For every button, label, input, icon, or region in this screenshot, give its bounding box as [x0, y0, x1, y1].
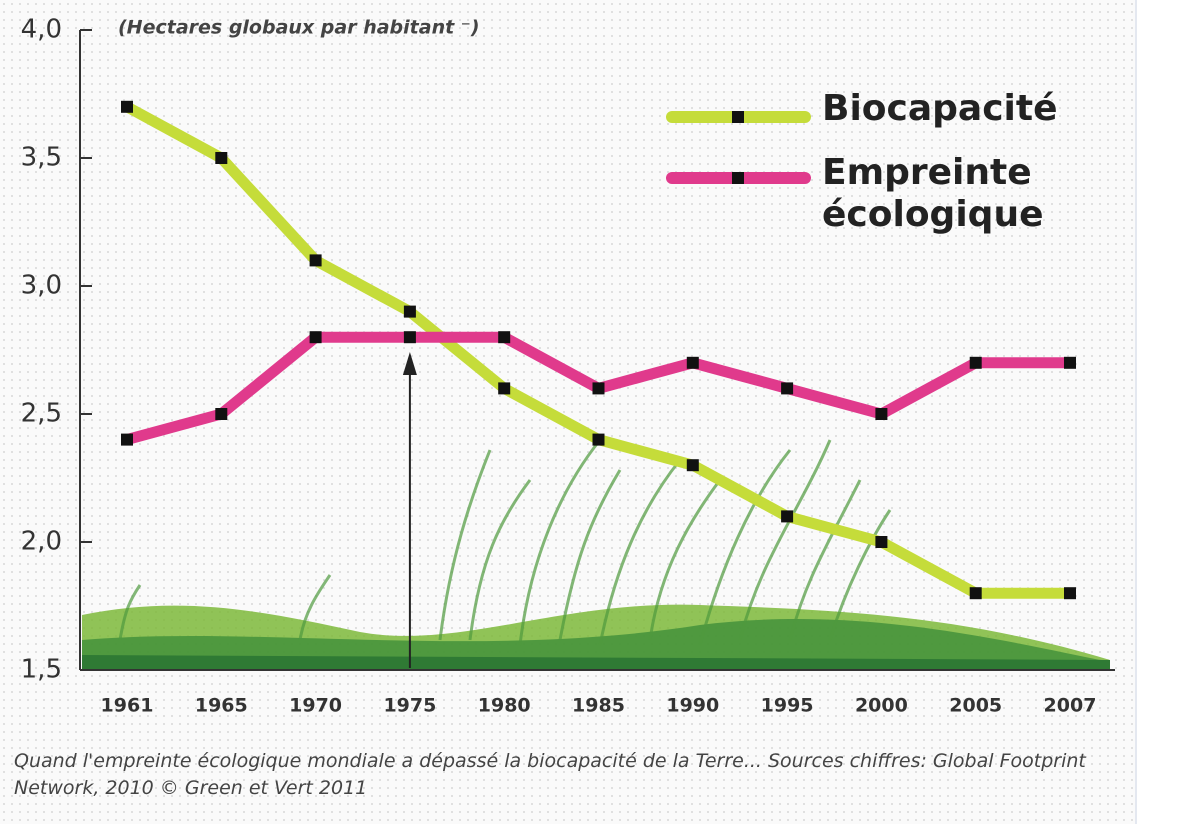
x-tick-label: 1975 — [383, 695, 436, 717]
point-marker — [686, 356, 699, 369]
point-marker — [875, 536, 888, 548]
point-marker — [1064, 356, 1076, 369]
point-marker — [121, 100, 133, 113]
caption: Quand l'empreinte écologique mondiale a … — [14, 750, 1086, 799]
point-marker — [215, 408, 228, 420]
side-strip — [1135, 0, 1200, 824]
point-marker — [686, 459, 699, 472]
point-marker — [781, 510, 794, 523]
y-tick-label: 1,5 — [21, 655, 62, 685]
point-marker — [403, 331, 416, 344]
x-tick-label: 2007 — [1044, 695, 1097, 717]
point-marker — [498, 331, 511, 344]
point-marker — [781, 382, 794, 395]
point-marker — [592, 382, 605, 395]
x-tick-label: 1970 — [289, 695, 342, 717]
y-tick-label: 4,0 — [21, 15, 62, 45]
y-tick-label: 3,0 — [21, 271, 62, 301]
grass-decoration — [82, 439, 1110, 670]
y-tick-label: 3,5 — [21, 143, 62, 173]
legend-marker — [732, 172, 744, 184]
arrow-head — [402, 352, 417, 375]
point-marker — [121, 433, 133, 446]
x-tick-label: 1990 — [666, 695, 719, 717]
x-tick-label: 1995 — [761, 695, 814, 717]
point-marker — [875, 408, 888, 420]
point-marker — [309, 331, 322, 344]
legend-marker — [732, 111, 744, 123]
x-tick-label: 1961 — [101, 695, 154, 717]
point-marker — [309, 254, 322, 267]
x-tick-label: 1965 — [195, 695, 248, 717]
x-tick-label: 1980 — [478, 695, 531, 717]
legend-label: Biocapacité — [822, 88, 1058, 129]
point-marker — [215, 152, 228, 164]
point-marker — [1064, 587, 1076, 600]
point-marker — [403, 305, 416, 318]
x-tick-label: 1985 — [572, 695, 625, 717]
y-tick-label: 2,5 — [21, 399, 62, 429]
x-tick-label: 2000 — [855, 695, 908, 717]
unit-label: (Hectares globaux par habitant ⁻) — [118, 17, 480, 39]
point-marker — [969, 356, 982, 369]
chart: (Hectares globaux par habitant ⁻) 1,5 2,0… — [21, 15, 1115, 717]
point-marker — [498, 382, 511, 395]
point-marker — [592, 433, 605, 446]
legend-label: Empreinte écologique — [822, 152, 1044, 235]
point-marker — [969, 587, 982, 600]
x-tick-label: 2005 — [949, 695, 1002, 717]
y-tick-label: 2,0 — [21, 527, 62, 557]
